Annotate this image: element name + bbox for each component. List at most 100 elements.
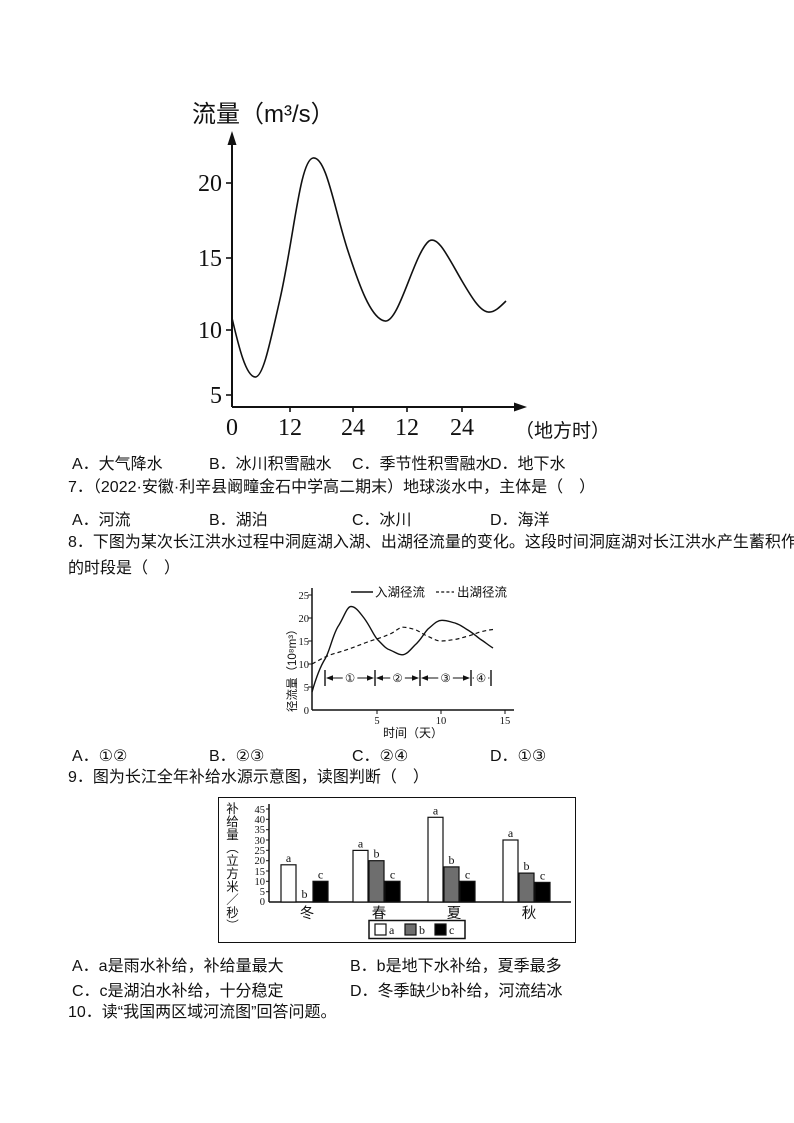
bar-c-3 xyxy=(534,881,551,903)
q9-option-a: A．a是雨水补给，补给量最大 xyxy=(72,958,284,975)
q7-stem: 7．（2022·安徽·利辛县阚疃金石中学高二期末）地球淡水中，主体是（ ） xyxy=(68,479,596,496)
bar-letter-label: a xyxy=(286,851,292,865)
bar-letter-label: b xyxy=(524,859,530,873)
legend-swatch-c xyxy=(434,923,447,936)
xtick-label: 12 xyxy=(395,415,419,441)
segment-boundaries xyxy=(324,670,492,686)
category-label: 夏 xyxy=(447,906,462,922)
bar-letter-label: c xyxy=(390,867,395,881)
xtick-label: 15 xyxy=(500,716,511,727)
ytick-label: 20 xyxy=(198,171,222,197)
ytick-label: 10 xyxy=(255,877,266,888)
q7-options-row: A．河流 B．湖泊 C．冰川 D．海洋 xyxy=(72,506,772,529)
ytick-label: 5 xyxy=(304,683,309,694)
q8-option-c: C．②④ xyxy=(352,748,409,765)
ytick-label: 35 xyxy=(255,825,266,836)
inflow-curve xyxy=(311,605,494,693)
q6-option-b: B．冰川积雪融水 xyxy=(209,456,332,473)
discharge-chart: 流量（m³/s） 20 15 10 5 0 12 24 12 24 （地方时） xyxy=(192,101,610,442)
xtick-label: 10 xyxy=(436,716,447,727)
ytick-label: 40 xyxy=(255,815,266,826)
xtick-label: 24 xyxy=(341,415,365,441)
chart3-yaxis-label: 补给量（立方米／秒） xyxy=(224,802,238,932)
bar-letter-label: b xyxy=(302,887,308,901)
bar-letter-label: c xyxy=(318,867,323,881)
category-label: 秋 xyxy=(522,905,537,922)
legend-outflow-label: 出湖径流 xyxy=(457,585,508,600)
recharge-chart-frame: 补给量（立方米／秒） 45 40 35 30 25 20 15 10 5 0 xyxy=(218,797,576,943)
bar-b-2 xyxy=(443,866,460,903)
ytick-label: 25 xyxy=(299,591,310,602)
bar-a-3 xyxy=(502,839,519,903)
q7-option-c: C．冰川 xyxy=(352,512,412,529)
q8-stem-line1: 8．下图为某次长江洪水过程中洞庭湖入湖、出湖径流量的变化。这段时间洞庭湖对长江洪… xyxy=(68,534,794,551)
q9-options-row-2: C．c是湖泊水补给，十分稳定 D．冬季缺少b补给，河流结冰 xyxy=(72,977,772,1000)
q8-options-row: A．①② B．②③ C．②④ D．①③ xyxy=(72,742,772,765)
discharge-curve xyxy=(231,157,507,378)
legend-c-label: c xyxy=(449,923,454,937)
y-axis-arrow-icon xyxy=(227,131,237,145)
xtick-label: 0 xyxy=(226,415,238,441)
xtick-label: 12 xyxy=(278,415,302,441)
bar-letter-label: b xyxy=(374,847,380,861)
ytick-label: 0 xyxy=(260,897,265,908)
q9-option-d: D．冬季缺少b补给，河流结冰 xyxy=(350,983,563,1000)
bar-a-0 xyxy=(280,864,297,903)
x-axis-arrow-icon xyxy=(514,402,527,412)
segment-3-label: ③ xyxy=(440,671,450,685)
category-label: 春 xyxy=(372,905,387,922)
xtick-label: 24 xyxy=(450,415,474,441)
bar-letter-label: c xyxy=(465,867,470,881)
q8-option-b: B．②③ xyxy=(209,748,265,765)
q7-option-d: D．海洋 xyxy=(490,512,550,529)
bar-c-0 xyxy=(312,880,329,903)
bar-b-3 xyxy=(518,872,535,903)
category-label: 冬 xyxy=(300,905,315,922)
segment-4-label: ④ xyxy=(476,671,486,685)
xaxis-label: 时间（天） xyxy=(383,726,443,739)
ytick-label: 0 xyxy=(304,706,309,717)
runoff-chart: 入湖径流 出湖径流 25 20 15 10 5 0 5 10 15 时间（天） xyxy=(299,585,514,739)
bar-letter-label: b xyxy=(449,853,455,867)
q9-stem: 9．图为长江全年补给水源示意图，读图判断（ ） xyxy=(68,769,429,786)
ytick-label: 5 xyxy=(210,383,222,409)
legend-a-label: a xyxy=(389,923,395,937)
chart1-title: 流量（m³/s） xyxy=(192,101,335,128)
ytick-label: 15 xyxy=(299,637,310,648)
ytick-label: 10 xyxy=(198,318,222,344)
q8-stem-line2: 的时段是（ ） xyxy=(68,560,181,577)
bar-letter-label: a xyxy=(433,803,439,817)
bar-a-2 xyxy=(427,816,444,903)
q6-option-c: C．季节性积雪融水 xyxy=(352,456,492,473)
bar-c-1 xyxy=(384,880,401,903)
ytick-marks xyxy=(266,808,269,893)
q6-options-row: A．大气降水 B．冰川积雪融水 C．季节性积雪融水 D．地下水 xyxy=(72,450,772,473)
bar-b-1 xyxy=(368,860,385,903)
ytick-label: 45 xyxy=(255,805,266,816)
ytick-label: 25 xyxy=(255,846,266,857)
bar-letter-label: a xyxy=(358,836,364,850)
q8-option-d: D．①③ xyxy=(490,748,547,765)
outflow-curve xyxy=(311,626,494,665)
legend-swatch-a xyxy=(374,923,387,936)
xtick-label: 5 xyxy=(374,716,379,727)
q9-option-c: C．c是湖泊水补给，十分稳定 xyxy=(72,983,284,1000)
legend-b-label: b xyxy=(419,923,425,937)
ytick-label: 20 xyxy=(255,856,266,867)
q9-option-b: B．b是地下水补给，夏季最多 xyxy=(350,958,562,975)
ytick-label: 5 xyxy=(260,887,265,898)
legend-swatch-b xyxy=(404,923,417,936)
xaxis-label: （地方时） xyxy=(515,420,610,442)
q10-stem: 10．读“我国两区域河流图”回答问题。 xyxy=(68,1004,337,1021)
q7-option-a: A．河流 xyxy=(72,512,131,529)
segment-2-label: ② xyxy=(392,671,402,685)
ytick-label: 30 xyxy=(255,836,266,847)
bar-a-1 xyxy=(352,849,369,903)
legend-inflow-label: 入湖径流 xyxy=(375,585,426,600)
ytick-label: 15 xyxy=(198,246,222,272)
q7-option-b: B．湖泊 xyxy=(209,512,268,529)
ytick-labels: 45 40 35 30 25 20 15 10 5 0 xyxy=(255,805,266,908)
ytick-label: 10 xyxy=(299,660,310,671)
